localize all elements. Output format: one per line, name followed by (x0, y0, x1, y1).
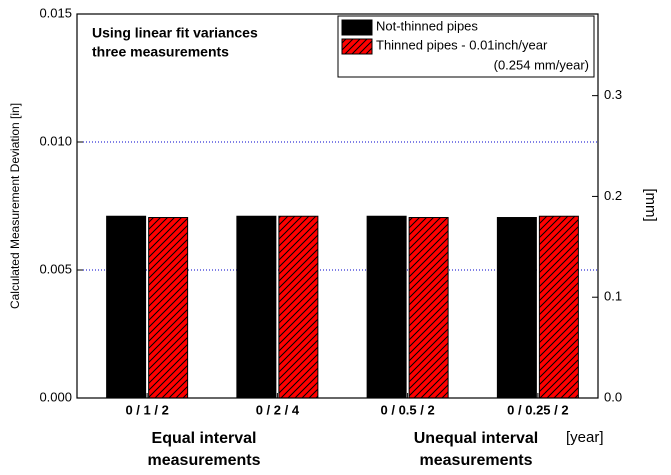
legend-label: Not-thinned pipes (376, 18, 478, 33)
y2-axis-label: [mm] (642, 188, 659, 221)
y-tick-label: 0.000 (39, 389, 72, 404)
bar (408, 217, 449, 399)
y2-tick-label: 0.3 (604, 87, 622, 102)
legend-swatch (341, 38, 373, 55)
bar (236, 215, 277, 399)
group-label: Unequal interval (414, 430, 538, 447)
y-axis-label: Calculated Measurement Deviation [in] (8, 103, 22, 309)
group-label: measurements (420, 452, 533, 469)
y2-tick-label: 0.2 (604, 188, 622, 203)
x-tick-label: 0 / 0.25 / 2 (507, 402, 568, 417)
x-tick-label: 0 / 1 / 2 (125, 402, 168, 417)
y-tick-label: 0.005 (39, 261, 72, 276)
plot-frame (76, 13, 599, 399)
x-tick-label: 0 / 2 / 4 (256, 402, 300, 417)
bar (148, 217, 189, 399)
y2-tick-label: 0.0 (604, 389, 622, 404)
x-unit-label: [year] (566, 429, 604, 446)
bar (496, 217, 537, 399)
legend-note: (0.254 mm/year) (494, 57, 589, 72)
bar (366, 215, 407, 399)
annotation: Using linear fit variances (92, 25, 258, 41)
bar (106, 215, 147, 399)
y-tick-label: 0.015 (39, 5, 72, 20)
legend-swatch (341, 19, 373, 36)
legend-label: Thinned pipes - 0.01inch/year (376, 37, 548, 52)
group-label: Equal interval (152, 430, 257, 447)
group-label: measurements (148, 452, 261, 469)
bar (538, 215, 579, 399)
y2-tick-label: 0.1 (604, 289, 622, 304)
annotation: three measurements (92, 44, 229, 60)
y-tick-label: 0.010 (39, 133, 72, 148)
bar (278, 215, 319, 399)
legend-box (337, 15, 595, 78)
x-tick-label: 0 / 0.5 / 2 (381, 402, 435, 417)
